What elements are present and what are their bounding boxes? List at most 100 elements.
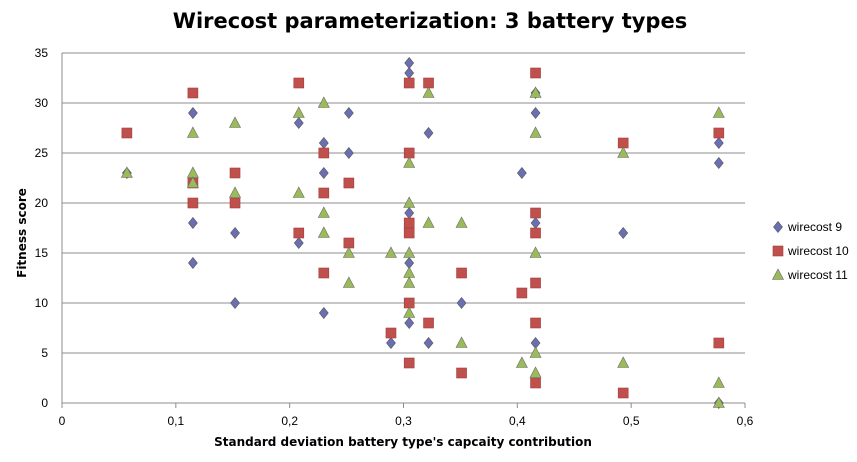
legend-marker-diamond (773, 221, 783, 233)
legend-item: wirecost 10 (772, 244, 849, 258)
data-point-diamond (618, 227, 629, 239)
data-point-triangle (515, 356, 528, 368)
data-point-triangle (229, 116, 242, 128)
data-point-diamond (343, 107, 354, 119)
data-point-triangle (384, 246, 397, 258)
data-point-diamond (404, 207, 415, 219)
series-wirecost-10 (121, 67, 725, 399)
data-point-diamond (188, 257, 198, 269)
data-point-square (187, 87, 199, 99)
data-point-diamond (423, 127, 434, 139)
data-point-triangle (317, 96, 330, 108)
data-point-square (456, 267, 467, 279)
data-point-square (530, 207, 541, 219)
data-point-triangle (529, 126, 542, 138)
data-point-triangle (292, 106, 305, 118)
data-point-square (318, 267, 330, 279)
data-point-square (121, 127, 133, 139)
data-point-triangle (186, 126, 199, 138)
data-point-triangle (186, 166, 199, 178)
data-point-square (403, 227, 415, 239)
data-point-triangle (712, 396, 725, 408)
tick-labels: 0 5 10 15 20 25 30 35 0 0,1 0,2 0,3 0,4 0,5 0,6 (35, 46, 754, 428)
series-wirecost-9 (121, 57, 724, 409)
data-point-square (530, 277, 541, 289)
data-point-triangle (712, 106, 725, 118)
data-point-triangle (292, 186, 305, 198)
data-point-diamond (404, 67, 415, 79)
data-point-triangle (120, 166, 133, 178)
y-tick-label: 30 (35, 96, 49, 110)
data-point-square (456, 367, 467, 379)
y-tick-label: 5 (41, 346, 48, 360)
data-point-diamond (713, 157, 724, 169)
data-point-diamond (456, 297, 467, 309)
data-point-diamond (386, 337, 396, 349)
data-point-triangle (317, 206, 330, 218)
y-tick-label: 15 (35, 246, 49, 260)
data-point-triangle (712, 376, 725, 388)
data-point-diamond (188, 107, 198, 119)
y-tick-label: 25 (35, 146, 49, 160)
data-point-triangle (422, 216, 435, 228)
data-point-diamond (713, 137, 724, 149)
data-point-triangle (455, 216, 468, 228)
data-point-square (318, 187, 330, 199)
data-point-triangle (403, 196, 416, 208)
data-point-triangle (229, 186, 242, 198)
axes (61, 53, 746, 408)
data-point-diamond (230, 227, 240, 239)
legend-item: wirecost 9 (773, 220, 842, 234)
data-point-square (530, 227, 541, 239)
data-point-triangle (403, 276, 416, 288)
data-point-square (229, 167, 241, 179)
data-point-diamond (318, 167, 329, 179)
series-wirecost-11 (120, 86, 725, 408)
data-point-triangle (617, 356, 630, 368)
data-point-diamond (530, 107, 541, 119)
data-point-triangle (317, 226, 330, 238)
data-point-diamond (318, 307, 329, 319)
data-point-diamond (293, 117, 304, 129)
x-tick-label: 0,6 (737, 414, 754, 428)
legend-label: wirecost 9 (787, 220, 842, 234)
data-point-triangle (529, 346, 542, 358)
data-point-diamond (293, 237, 304, 249)
data-point-square (385, 327, 397, 339)
data-point-square (516, 287, 528, 299)
data-point-triangle (403, 266, 416, 278)
data-point-square (293, 227, 305, 239)
data-point-square (403, 77, 415, 89)
y-tick-label: 10 (35, 296, 49, 310)
data-point-diamond (516, 167, 527, 179)
gridlines (62, 52, 745, 354)
x-tick-label: 0 (59, 414, 66, 428)
data-point-triangle (342, 246, 355, 258)
legend-item: wirecost 11 (772, 268, 848, 282)
data-point-triangle (186, 176, 199, 188)
legend-marker-triangle (772, 268, 784, 280)
data-point-diamond (343, 147, 354, 159)
data-point-triangle (403, 156, 416, 168)
x-tick-label: 0,2 (281, 414, 298, 428)
legend-marker-square (772, 245, 784, 257)
x-tick-label: 0,4 (509, 414, 526, 428)
data-point-triangle (422, 86, 435, 98)
data-point-diamond (404, 317, 415, 329)
data-point-square (530, 377, 541, 389)
data-point-triangle (342, 276, 355, 288)
data-point-square (530, 317, 541, 329)
y-tick-label: 35 (35, 46, 49, 60)
x-tick-label: 0,5 (623, 414, 640, 428)
data-point-square (343, 177, 355, 189)
data-point-triangle (529, 86, 542, 98)
x-tick-label: 0,3 (395, 414, 412, 428)
data-point-triangle (529, 246, 542, 258)
y-axis-label: Fitness score (15, 188, 29, 278)
data-point-square (229, 197, 241, 209)
data-point-diamond (423, 337, 434, 349)
data-point-triangle (529, 366, 542, 378)
legend-label: wirecost 10 (787, 244, 849, 258)
y-tick-label: 0 (41, 396, 48, 410)
